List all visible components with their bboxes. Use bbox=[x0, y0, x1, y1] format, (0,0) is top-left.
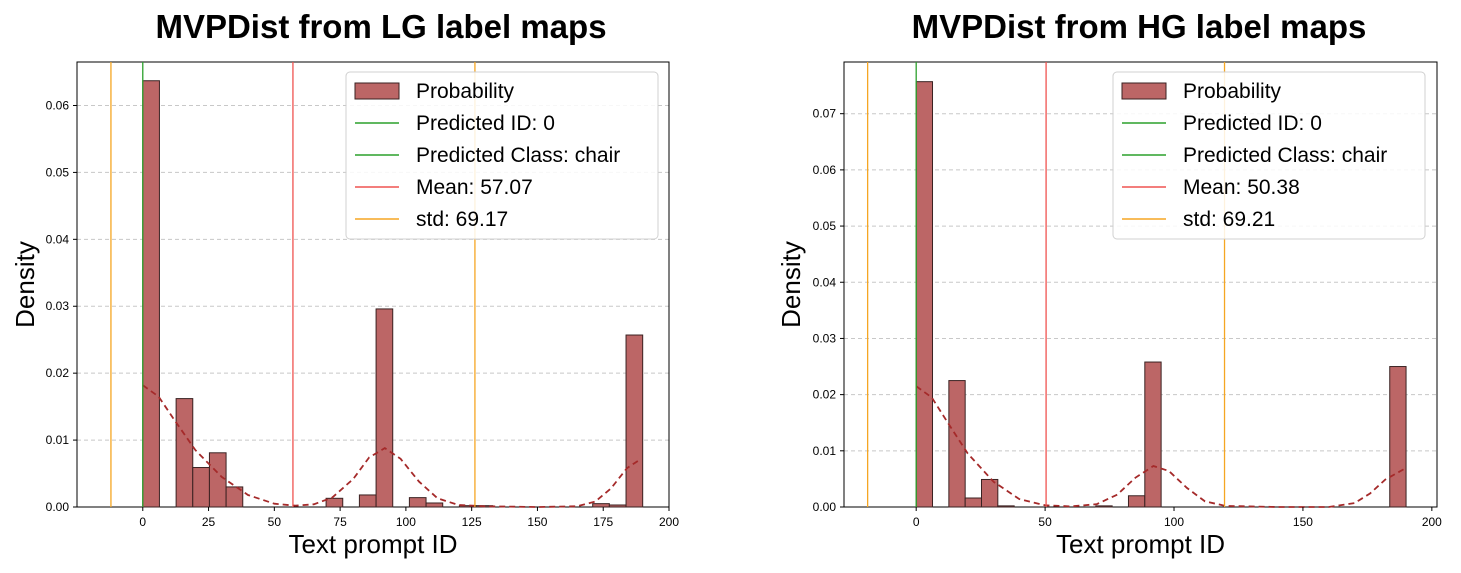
chart-hg: MVPDist from HG label maps 0.00 0.01 0.02 0.… bbox=[776, 8, 1442, 559]
legend-label: Predicted Class: chair bbox=[1183, 144, 1387, 167]
x-tick-label: 0 bbox=[913, 515, 920, 529]
legend: Probability Predicted ID: 0 Predicted Clas… bbox=[1112, 71, 1426, 240]
legend-swatch bbox=[1121, 82, 1167, 100]
histogram-bar bbox=[625, 334, 644, 508]
histogram-bar bbox=[948, 380, 966, 508]
x-tick-label: 125 bbox=[462, 515, 482, 529]
y-axis-label: Density bbox=[776, 241, 806, 328]
x-tick-label: 150 bbox=[527, 515, 547, 529]
kde-curve bbox=[142, 384, 641, 508]
legend-label: std: 69.21 bbox=[1183, 208, 1275, 231]
histogram-bar bbox=[1144, 361, 1162, 508]
histogram-bar bbox=[208, 452, 227, 508]
y-tick-label: 0.06 bbox=[813, 163, 837, 177]
histogram-bar bbox=[142, 80, 160, 508]
y-tick-label: 0.03 bbox=[46, 299, 70, 313]
y-tick-label: 0.06 bbox=[46, 98, 70, 112]
chart-lg: MVPDist from LG label maps 0.00 0.01 0.02 0.… bbox=[10, 8, 679, 559]
y-tick-label: 0.04 bbox=[46, 232, 70, 246]
x-tick-label: 50 bbox=[268, 515, 282, 529]
y-tick-label: 0.04 bbox=[813, 275, 837, 289]
histogram-bar bbox=[225, 486, 244, 508]
x-tick-label: 175 bbox=[593, 515, 613, 529]
histogram-bar bbox=[915, 81, 934, 508]
x-tick-label: 0 bbox=[139, 515, 146, 529]
x-tick-label: 200 bbox=[659, 515, 679, 529]
x-tick-label: 75 bbox=[333, 515, 347, 529]
legend-label: Probability bbox=[416, 80, 515, 103]
legend-label: Predicted Class: chair bbox=[416, 144, 620, 167]
histogram-bar bbox=[375, 308, 394, 508]
histogram-bar bbox=[997, 505, 1015, 508]
y-tick-label: 0.00 bbox=[813, 500, 837, 514]
x-tick-label: 100 bbox=[1164, 515, 1184, 529]
chart-title: MVPDist from LG label maps bbox=[155, 8, 606, 45]
x-axis-label: Text prompt ID bbox=[288, 529, 457, 559]
histogram-bar bbox=[325, 497, 344, 508]
legend-label: Predicted ID: 0 bbox=[416, 112, 555, 135]
legend-label: Probability bbox=[1183, 80, 1282, 103]
x-tick-label: 50 bbox=[1038, 515, 1052, 529]
histogram-bar bbox=[1127, 495, 1146, 508]
y-tick-label: 0.01 bbox=[813, 444, 837, 458]
legend: Probability Predicted ID: 0 Predicted Clas… bbox=[345, 71, 659, 240]
histogram-bar bbox=[425, 502, 444, 508]
kde-curve bbox=[915, 385, 1404, 508]
x-axis-label: Text prompt ID bbox=[1056, 529, 1225, 559]
y-tick-label: 0.07 bbox=[813, 107, 837, 121]
histogram-bar bbox=[1389, 366, 1407, 508]
legend-label: std: 69.17 bbox=[416, 208, 508, 231]
x-tick-label: 200 bbox=[1422, 515, 1442, 529]
y-axis-label: Density bbox=[10, 241, 40, 328]
histogram-bar bbox=[175, 398, 194, 508]
histogram-bar bbox=[964, 497, 982, 508]
histogram-bar bbox=[358, 494, 377, 508]
histogram-bar bbox=[980, 478, 999, 508]
x-tick-label: 100 bbox=[396, 515, 416, 529]
histogram-bar bbox=[608, 504, 627, 508]
y-tick-label: 0.02 bbox=[46, 366, 70, 380]
legend-swatch bbox=[354, 82, 400, 100]
y-tick-label: 0.02 bbox=[813, 388, 837, 402]
x-tick-label: 150 bbox=[1293, 515, 1313, 529]
legend-label: Predicted ID: 0 bbox=[1183, 112, 1322, 135]
legend-box bbox=[1112, 71, 1426, 240]
chart-title: MVPDist from HG label maps bbox=[912, 8, 1367, 45]
histogram-bar bbox=[592, 503, 610, 508]
legend-box bbox=[345, 71, 659, 240]
y-tick-label: 0.05 bbox=[813, 219, 837, 233]
legend-label: Mean: 57.07 bbox=[416, 176, 533, 199]
y-tick-label: 0.05 bbox=[46, 165, 70, 179]
histogram-bar bbox=[1095, 505, 1113, 508]
histogram-bar bbox=[408, 497, 427, 508]
y-tick-label: 0.00 bbox=[46, 500, 70, 514]
histogram-bar bbox=[192, 467, 210, 508]
y-tick-label: 0.03 bbox=[813, 331, 837, 345]
x-tick-label: 25 bbox=[202, 515, 216, 529]
legend-label: Mean: 50.38 bbox=[1183, 176, 1300, 199]
y-tick-label: 0.01 bbox=[46, 433, 70, 447]
